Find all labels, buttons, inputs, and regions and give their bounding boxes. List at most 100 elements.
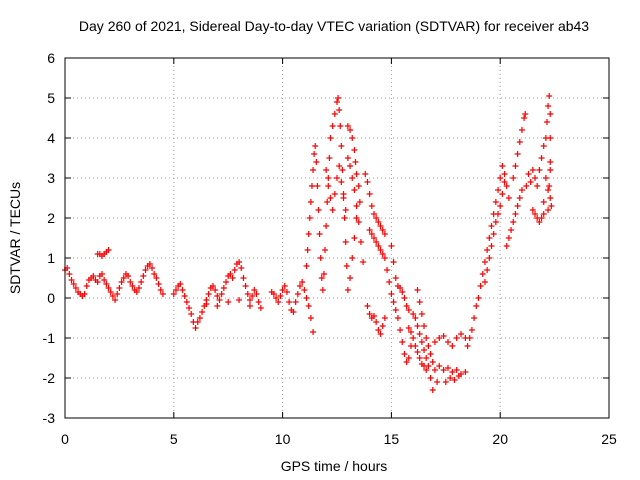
data-point — [194, 319, 201, 325]
data-point — [188, 311, 195, 317]
data-point — [418, 311, 425, 317]
data-point — [497, 175, 504, 181]
data-point — [423, 335, 430, 341]
data-point — [105, 285, 112, 291]
data-point — [375, 327, 382, 333]
data-point — [421, 347, 428, 353]
data-point — [313, 159, 320, 165]
data-point — [327, 135, 334, 141]
data-point — [368, 231, 375, 237]
data-point — [464, 343, 471, 349]
data-point — [364, 179, 371, 185]
data-point — [205, 291, 212, 297]
data-point — [492, 199, 499, 205]
data-point — [529, 207, 536, 213]
data-point — [442, 379, 449, 385]
data-point — [370, 313, 377, 319]
data-point — [129, 283, 136, 289]
data-point — [522, 111, 529, 117]
data-point — [218, 291, 225, 297]
data-point — [270, 291, 277, 297]
data-point — [307, 315, 314, 321]
data-point — [388, 243, 395, 249]
data-point — [523, 183, 530, 189]
data-point — [281, 283, 288, 289]
data-point — [449, 369, 456, 375]
data-point — [351, 187, 358, 193]
data-point — [403, 359, 410, 365]
data-point — [375, 219, 382, 225]
data-point — [453, 367, 460, 373]
data-point — [356, 199, 363, 205]
data-point — [547, 167, 554, 173]
y-tick-label: 4 — [47, 130, 55, 146]
data-point — [347, 275, 354, 281]
data-point — [477, 283, 484, 289]
data-point — [70, 281, 77, 287]
data-point — [475, 295, 482, 301]
data-point — [381, 255, 388, 261]
data-point — [199, 309, 206, 315]
data-point — [159, 291, 166, 297]
data-point — [471, 315, 478, 321]
data-point — [151, 271, 158, 277]
data-point — [331, 191, 338, 197]
data-point — [94, 279, 101, 285]
data-point — [373, 319, 380, 325]
data-point — [304, 247, 311, 253]
data-point — [324, 199, 331, 205]
data-point — [246, 297, 253, 303]
data-point — [495, 187, 502, 193]
data-point — [357, 239, 364, 245]
y-tick-label: 2 — [47, 210, 55, 226]
data-point — [543, 119, 550, 125]
data-point — [436, 363, 443, 369]
data-point — [220, 285, 227, 291]
data-point — [499, 163, 506, 169]
data-point — [370, 211, 377, 217]
data-point — [440, 333, 447, 339]
data-point — [447, 375, 454, 381]
data-point — [388, 291, 395, 297]
data-point — [547, 159, 554, 165]
data-point — [366, 311, 373, 317]
data-point — [373, 215, 380, 221]
data-point — [275, 299, 282, 305]
y-axis-label: SDTVAR / TECUs — [7, 182, 23, 294]
data-point — [360, 259, 367, 265]
data-point — [177, 281, 184, 287]
data-point — [497, 203, 504, 209]
data-point — [421, 363, 428, 369]
data-point — [440, 367, 447, 373]
data-point — [484, 247, 491, 253]
data-point — [251, 287, 258, 293]
data-point — [186, 305, 193, 311]
data-point — [214, 293, 221, 299]
data-point — [273, 295, 280, 301]
x-axis-label: GPS time / hours — [281, 458, 388, 474]
data-point — [462, 369, 469, 375]
data-point — [414, 287, 421, 293]
data-point — [481, 279, 488, 285]
data-point — [407, 329, 414, 335]
data-point — [323, 167, 330, 173]
data-point — [320, 271, 327, 277]
data-point — [183, 299, 190, 305]
data-point — [253, 291, 260, 297]
data-point — [310, 167, 317, 173]
data-point — [538, 215, 545, 221]
data-point — [414, 323, 421, 329]
data-point — [81, 291, 88, 297]
data-point — [527, 179, 534, 185]
data-point — [547, 135, 554, 141]
data-point — [236, 297, 243, 303]
data-point — [397, 285, 404, 291]
data-point — [444, 339, 451, 345]
data-point — [492, 219, 499, 225]
data-point — [353, 215, 360, 221]
data-point — [416, 331, 423, 337]
data-point — [547, 195, 554, 201]
data-point — [444, 365, 451, 371]
data-point — [343, 263, 350, 269]
data-point — [512, 211, 519, 217]
